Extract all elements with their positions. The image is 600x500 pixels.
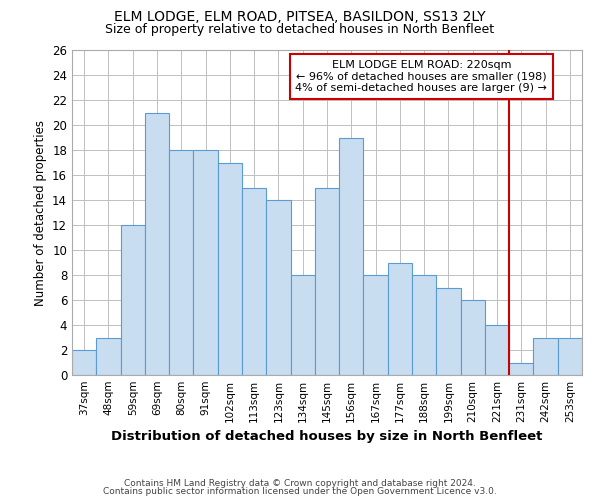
Text: ELM LODGE, ELM ROAD, PITSEA, BASILDON, SS13 2LY: ELM LODGE, ELM ROAD, PITSEA, BASILDON, S… bbox=[114, 10, 486, 24]
Bar bbox=[96, 338, 121, 375]
Bar bbox=[533, 338, 558, 375]
Bar bbox=[72, 350, 96, 375]
X-axis label: Distribution of detached houses by size in North Benfleet: Distribution of detached houses by size … bbox=[112, 430, 542, 444]
Bar bbox=[339, 138, 364, 375]
Bar bbox=[315, 188, 339, 375]
Bar bbox=[145, 112, 169, 375]
Bar bbox=[436, 288, 461, 375]
Bar bbox=[558, 338, 582, 375]
Bar bbox=[266, 200, 290, 375]
Bar bbox=[364, 275, 388, 375]
Text: Contains HM Land Registry data © Crown copyright and database right 2024.: Contains HM Land Registry data © Crown c… bbox=[124, 478, 476, 488]
Bar bbox=[121, 225, 145, 375]
Bar bbox=[388, 262, 412, 375]
Bar bbox=[461, 300, 485, 375]
Bar bbox=[509, 362, 533, 375]
Bar bbox=[218, 162, 242, 375]
Text: ELM LODGE ELM ROAD: 220sqm
← 96% of detached houses are smaller (198)
4% of semi: ELM LODGE ELM ROAD: 220sqm ← 96% of deta… bbox=[295, 60, 547, 93]
Bar bbox=[193, 150, 218, 375]
Bar bbox=[412, 275, 436, 375]
Y-axis label: Number of detached properties: Number of detached properties bbox=[34, 120, 47, 306]
Text: Contains public sector information licensed under the Open Government Licence v3: Contains public sector information licen… bbox=[103, 487, 497, 496]
Bar bbox=[169, 150, 193, 375]
Text: Size of property relative to detached houses in North Benfleet: Size of property relative to detached ho… bbox=[106, 22, 494, 36]
Bar bbox=[485, 325, 509, 375]
Bar bbox=[290, 275, 315, 375]
Bar bbox=[242, 188, 266, 375]
